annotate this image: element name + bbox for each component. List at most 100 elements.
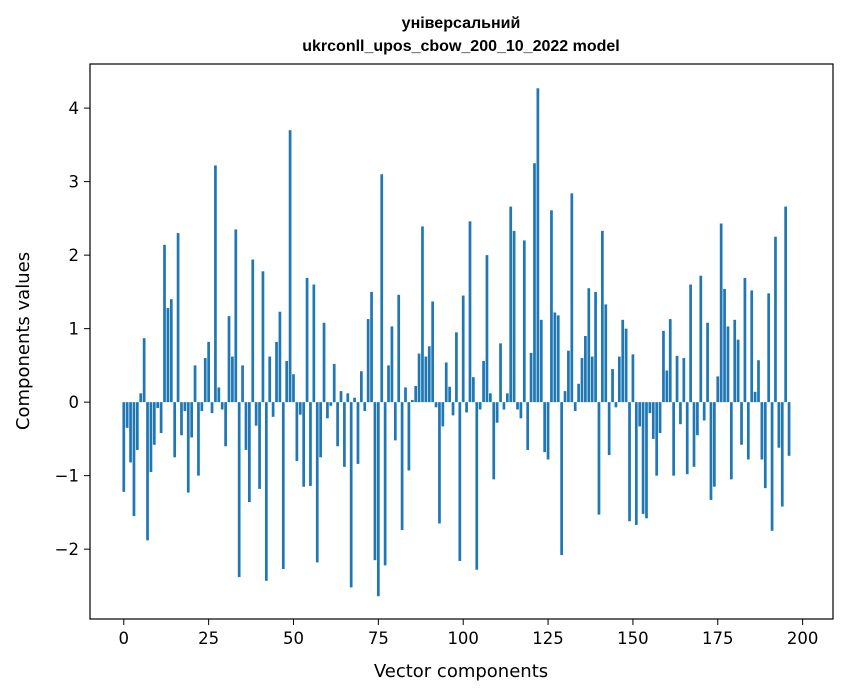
bar-134 <box>577 383 580 403</box>
bar-96 <box>448 386 451 403</box>
x-axis-label: Vector components <box>374 661 548 682</box>
y-tick-label: 3 <box>69 173 80 192</box>
bar-110 <box>495 402 499 423</box>
bar-59 <box>322 322 326 403</box>
bar-176 <box>719 223 723 403</box>
bar-186 <box>753 391 757 403</box>
bar-43 <box>268 356 272 403</box>
bar-112 <box>502 402 506 410</box>
bar-148 <box>624 328 628 403</box>
bar-178 <box>726 326 730 403</box>
bar-190 <box>767 293 771 403</box>
bar-8 <box>149 402 153 472</box>
bar-28 <box>217 387 221 403</box>
bar-195 <box>784 206 788 403</box>
bar-78 <box>387 365 390 403</box>
x-tick-label: 100 <box>447 629 479 648</box>
bar-71 <box>363 402 367 411</box>
x-tick-label: 0 <box>119 629 130 648</box>
bar-93 <box>438 402 441 524</box>
bar-174 <box>713 402 716 487</box>
bar-111 <box>499 343 502 403</box>
bar-76 <box>380 174 384 403</box>
bar-75 <box>376 402 380 597</box>
bar-4 <box>135 402 139 450</box>
bar-152 <box>638 402 642 427</box>
bar-107 <box>485 255 489 403</box>
bar-136 <box>584 335 587 403</box>
bar-109 <box>492 402 496 480</box>
bar-20 <box>190 402 194 438</box>
bar-162 <box>672 402 675 476</box>
bar-142 <box>604 304 608 403</box>
bar-125 <box>546 402 550 460</box>
bar-37 <box>248 402 251 503</box>
y-tick-label: −1 <box>55 467 79 486</box>
bar-131 <box>567 350 570 403</box>
bar-150 <box>631 354 635 403</box>
bar-161 <box>668 319 672 403</box>
chart-title-line-1: універсальний <box>402 15 521 32</box>
bar-172 <box>706 322 709 403</box>
bar-104 <box>475 402 479 570</box>
bar-158 <box>658 402 662 434</box>
bar-15 <box>173 402 177 458</box>
bar-25 <box>207 341 210 403</box>
bar-123 <box>539 319 543 403</box>
bar-65 <box>343 402 346 467</box>
y-tick-label: 2 <box>69 246 80 265</box>
bar-12 <box>163 244 166 403</box>
bar-157 <box>655 402 659 476</box>
bar-118 <box>522 240 526 403</box>
bar-155 <box>648 402 652 414</box>
bar-187 <box>757 360 760 403</box>
bar-46 <box>278 311 282 403</box>
bar-74 <box>373 402 377 561</box>
bar-7 <box>146 402 149 541</box>
bar-153 <box>641 402 645 514</box>
bar-83 <box>404 387 407 403</box>
bar-57 <box>315 402 319 563</box>
bar-61 <box>329 402 333 406</box>
bar-156 <box>651 402 655 439</box>
bar-127 <box>553 312 557 403</box>
bar-62 <box>332 363 336 403</box>
bar-133 <box>573 402 577 411</box>
bar-154 <box>645 402 648 519</box>
bar-45 <box>275 341 278 403</box>
chart-title-line-2: ukrconll_upos_cbow_200_10_2022 model <box>302 38 619 55</box>
bar-144 <box>611 369 614 403</box>
bar-35 <box>241 365 244 403</box>
bar-126 <box>550 210 553 403</box>
bar-53 <box>302 402 306 487</box>
bar-31 <box>227 316 231 403</box>
bar-124 <box>543 402 547 453</box>
bar-18 <box>183 402 187 411</box>
bar-17 <box>180 402 183 436</box>
bar-130 <box>563 391 567 403</box>
bar-137 <box>587 288 591 403</box>
bar-56 <box>312 284 316 403</box>
bar-88 <box>421 226 424 403</box>
bar-98 <box>455 332 458 403</box>
bar-189 <box>763 402 767 489</box>
bar-58 <box>319 402 322 458</box>
bar-30 <box>224 402 227 447</box>
y-axis-label: Components values <box>13 252 34 430</box>
bar-87 <box>417 353 421 403</box>
bar-169 <box>696 402 699 436</box>
bar-29 <box>220 402 224 410</box>
bar-13 <box>166 308 170 403</box>
bar-47 <box>281 402 285 570</box>
bar-92 <box>434 402 438 408</box>
bar-23 <box>200 402 204 411</box>
x-tick-label: 75 <box>368 629 389 648</box>
bar-120 <box>529 352 533 403</box>
bar-164 <box>679 402 682 425</box>
bar-182 <box>740 402 743 445</box>
bar-91 <box>431 301 435 403</box>
bar-27 <box>214 165 217 403</box>
bar-5 <box>139 393 143 403</box>
bar-147 <box>621 319 625 403</box>
